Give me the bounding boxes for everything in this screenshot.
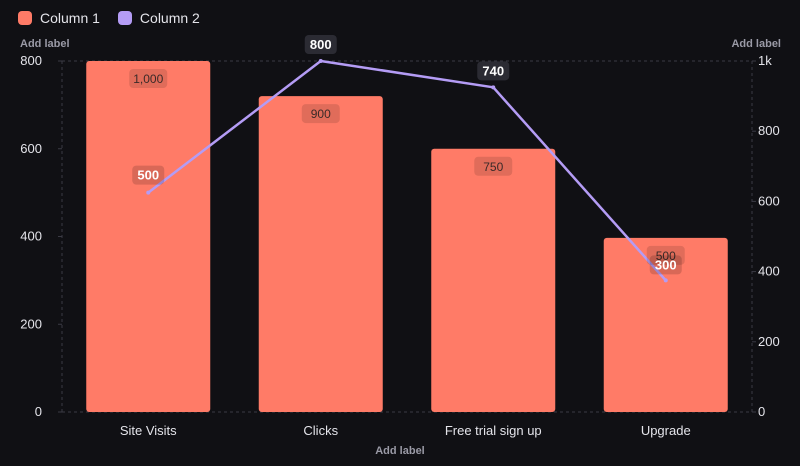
bar-label-background: [474, 156, 513, 176]
bar-label-background: [646, 245, 685, 265]
line-label: 800: [310, 37, 332, 52]
y-left-axis-title: Add label: [20, 38, 70, 50]
y-right-tick-label: 600: [758, 193, 780, 208]
bar-1: [86, 61, 211, 412]
line-label: 740: [482, 63, 504, 78]
bar-label-background: [301, 104, 340, 124]
bar-3: [431, 148, 556, 412]
x-tick-label: Free trial sign up: [445, 423, 542, 438]
line-point-3: [491, 85, 496, 90]
y-right-axis-title: Add label: [731, 38, 781, 50]
legend-item-column-1[interactable]: Column 1: [18, 10, 100, 26]
legend-swatch-column-1: [18, 11, 32, 25]
line-label-background: [649, 255, 682, 275]
bar-label: 500: [656, 249, 676, 263]
line-point-4: [663, 278, 668, 283]
y-right-tick-label: 400: [758, 264, 780, 279]
y-right-tick-label: 1k: [758, 53, 772, 68]
y-right-tick-label: 800: [758, 123, 780, 138]
y-left-tick-label: 800: [20, 53, 42, 68]
x-tick-label: Clicks: [303, 423, 338, 438]
bar-label-background: [129, 69, 168, 88]
x-axis-title: Add label: [375, 445, 425, 457]
bar-label: 750: [483, 160, 503, 174]
line-point-1: [146, 190, 151, 195]
line-label-background: [132, 165, 165, 185]
line-point-2: [318, 59, 323, 63]
legend: Column 1 Column 2: [18, 10, 200, 26]
legend-item-column-2[interactable]: Column 2: [117, 10, 200, 26]
y-left-tick-label: 200: [20, 316, 42, 331]
line-label: 300: [655, 257, 677, 272]
legend-label-column-1: Column 1: [40, 10, 100, 26]
legend-label-column-2: Column 2: [139, 10, 200, 26]
y-left-tick-label: 600: [20, 141, 42, 156]
y-right-tick-label: 0: [758, 404, 765, 419]
x-tick-label: Site Visits: [120, 423, 177, 438]
line-series-column-2: [147, 59, 667, 282]
line-label-background: [477, 61, 510, 81]
bar-2: [258, 96, 383, 412]
line-label-background: [304, 35, 337, 54]
y-left-tick-label: 0: [35, 404, 42, 419]
x-tick-label: Upgrade: [641, 423, 691, 438]
bar-label: 900: [311, 107, 331, 121]
legend-swatch-column-2: [117, 11, 132, 25]
y-left-tick-label: 400: [20, 229, 42, 244]
y-right-tick-label: 200: [758, 334, 780, 349]
bar-label: 1,000: [133, 72, 163, 86]
line-label: 500: [137, 168, 159, 183]
bar-4: [603, 237, 728, 412]
